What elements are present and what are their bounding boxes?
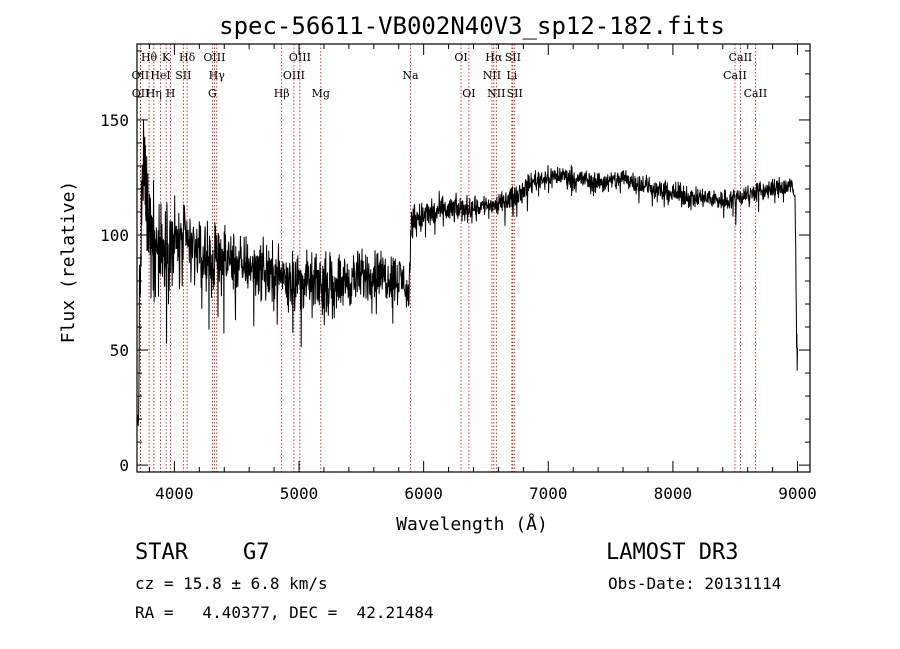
x-tick-label: 9000 xyxy=(778,484,817,503)
obs-date: Obs-Date: 20131114 xyxy=(608,574,782,593)
line-label: NII xyxy=(487,87,505,100)
line-label: Hη xyxy=(146,87,162,100)
x-tick-label: 5000 xyxy=(280,484,319,503)
line-label: Mg xyxy=(312,87,330,100)
axis-tick-labels: 4000 5000 6000 7000 8000 9000 0 50 100 150 xyxy=(100,111,817,503)
line-label: NII xyxy=(483,69,501,82)
line-label: OIII xyxy=(203,51,225,64)
y-tick-label: 100 xyxy=(100,226,129,245)
x-tick-label: 4000 xyxy=(155,484,194,503)
x-tick-label: 7000 xyxy=(529,484,568,503)
line-label: SII xyxy=(175,69,191,82)
x-tick-label: 8000 xyxy=(654,484,693,503)
line-label: SII xyxy=(505,51,521,64)
axis-ticks xyxy=(137,44,810,472)
x-axis-label: Wavelength (Å) xyxy=(396,513,548,535)
line-label: CaII xyxy=(744,87,768,100)
line-label: Hα xyxy=(485,51,503,64)
line-label: G xyxy=(208,87,217,100)
line-label: SII xyxy=(507,87,523,100)
plot-frame xyxy=(136,43,811,473)
chart-title: spec-56611-VB002N40V3_sp12-182.fits xyxy=(219,12,725,40)
line-label: OI xyxy=(454,51,467,64)
y-axis-label: Flux (relative) xyxy=(58,181,79,344)
line-label: OII xyxy=(132,69,150,82)
spectrum-layer xyxy=(137,119,798,427)
line-label: H xyxy=(166,87,176,100)
line-label: OIII xyxy=(289,51,311,64)
line-label: Hγ xyxy=(209,69,226,82)
line-label: Li xyxy=(506,69,517,82)
y-tick-label: 0 xyxy=(119,456,129,475)
line-label: OII xyxy=(132,87,150,100)
line-label: OI xyxy=(462,87,475,100)
redshift-readout: cz = 15.8 ± 6.8 km/s xyxy=(135,574,328,593)
line-label: Hβ xyxy=(274,87,290,100)
line-label: CaII xyxy=(729,51,753,64)
line-label: Na xyxy=(402,69,419,82)
object-class: STAR xyxy=(135,540,188,565)
line-label: OIII xyxy=(283,69,305,82)
spectrum-line xyxy=(137,119,798,427)
line-label: HeI xyxy=(150,69,170,82)
y-tick-label: 50 xyxy=(110,341,129,360)
line-label: K xyxy=(162,51,171,64)
survey-name: LAMOST DR3 xyxy=(606,540,739,565)
line-label: CaII xyxy=(723,69,747,82)
object-subclass: G7 xyxy=(243,540,270,565)
x-tick-label: 6000 xyxy=(404,484,443,503)
line-label: Hδ xyxy=(179,51,196,64)
coordinates-readout: RA = 4.40377, DEC = 42.21484 xyxy=(135,603,434,622)
y-tick-label: 150 xyxy=(100,111,129,130)
line-label: Hθ xyxy=(141,51,158,64)
